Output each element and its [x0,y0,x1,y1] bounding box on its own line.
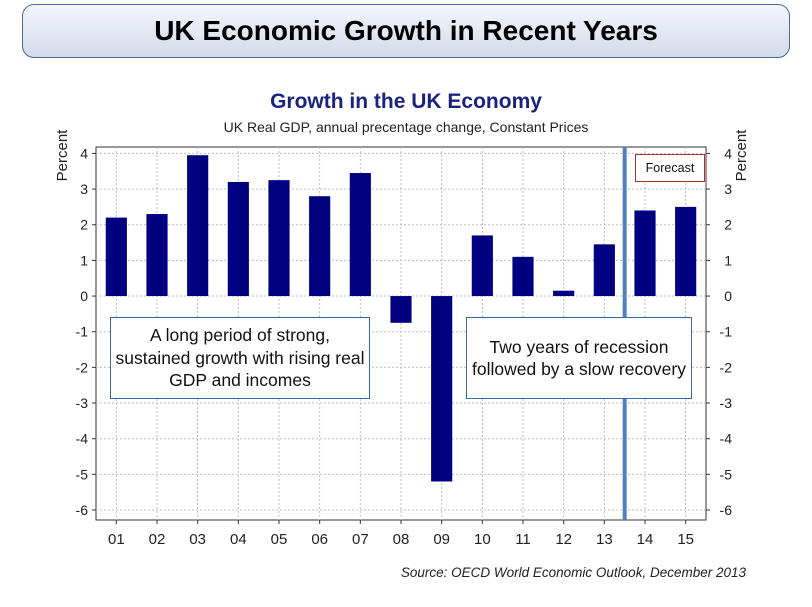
y-axis-label-left: Percent [54,129,71,182]
y-tick-label-left: -3 [76,395,89,411]
y-tick-label-right: -4 [720,431,733,447]
x-tick-label-01: 01 [108,531,125,548]
callout-recession-text: Two years of recession followed by a slo… [472,336,686,379]
callout-growth-period: A long period of strong, sustained growt… [110,317,370,399]
x-tick-label-15: 15 [677,531,694,548]
y-tick-label-left: 4 [80,145,88,161]
x-tick-label-09: 09 [433,531,450,548]
y-tick-label-left: -5 [76,466,89,482]
y-tick-label-right: -3 [720,395,733,411]
x-tick-label-06: 06 [311,531,328,548]
chart-source: Source: OECD World Economic Outlook, Dec… [400,565,746,580]
chart-title: Growth in the UK Economy [270,90,542,113]
y-tick-label-right: -5 [720,466,733,482]
x-tick-label-02: 02 [149,531,166,548]
y-tick-label-right: -2 [720,359,733,375]
bar-09 [431,296,453,482]
bar-02 [146,214,168,297]
chart-subtitle: UK Real GDP, annual precentage change, C… [223,119,589,135]
y-tick-label-left: -6 [76,502,89,518]
y-tick-label-right: -1 [720,324,733,340]
bar-04 [227,181,249,297]
y-tick-label-right: 2 [724,217,732,233]
x-tick-label-12: 12 [555,531,572,548]
bar-06 [309,196,331,297]
y-tick-label-right: 4 [724,145,732,161]
bar-07 [349,173,371,297]
bar-03 [187,155,209,297]
x-tick-label-03: 03 [189,531,206,548]
slide-title: UK Economic Growth in Recent Years [154,15,658,46]
x-tick-label-05: 05 [271,531,288,548]
y-tick-label-left: 3 [80,181,88,197]
y-tick-label-left: 2 [80,217,88,233]
x-tick-label-04: 04 [230,531,247,548]
y-tick-label-right: 0 [724,288,732,304]
x-tick-label-10: 10 [474,531,491,548]
x-tick-label-14: 14 [637,531,654,548]
bar-05 [268,180,290,297]
y-tick-label-left: 1 [80,252,88,268]
bar-14 [634,210,656,297]
callout-growth-text: A long period of strong, sustained growt… [115,325,365,391]
forecast-label-text: Forecast [645,161,695,175]
x-tick-label-11: 11 [515,531,531,548]
y-tick-label-right: -6 [720,502,733,518]
bar-15 [675,206,697,297]
forecast-label: Forecast [635,154,705,182]
x-tick-label-08: 08 [393,531,410,548]
y-tick-label-left: -1 [76,324,89,340]
y-tick-label-left: 0 [80,288,88,304]
bar-01 [105,217,127,297]
slide-title-banner: UK Economic Growth in Recent Years [22,4,790,58]
y-tick-label-left: -4 [76,431,89,447]
y-axis-label-right: Percent [733,129,750,182]
x-tick-label-07: 07 [352,531,369,548]
y-tick-label-right: 1 [724,252,732,268]
bar-13 [593,244,615,297]
x-tick-label-13: 13 [596,531,613,548]
y-tick-label-left: -2 [76,359,89,375]
y-tick-label-right: 3 [724,181,732,197]
bar-08 [390,296,412,323]
bar-12 [553,290,575,297]
bar-11 [512,256,534,297]
callout-recession: Two years of recession followed by a slo… [466,317,692,399]
bar-10 [471,235,493,297]
